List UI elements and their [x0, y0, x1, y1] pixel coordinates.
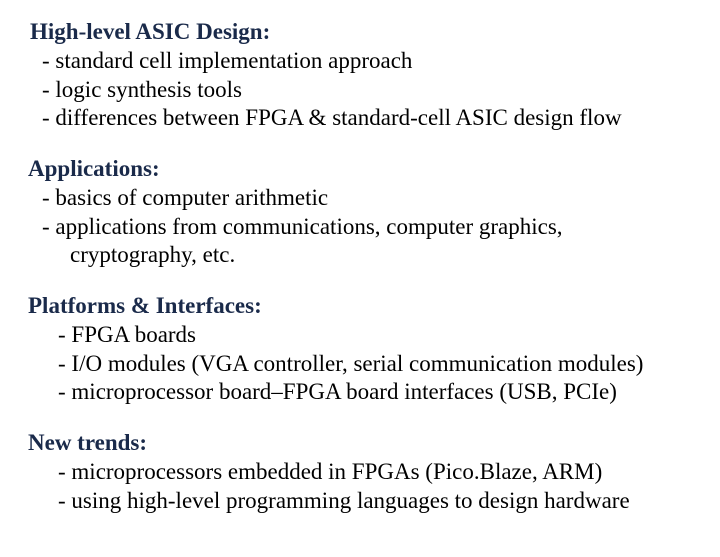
bullet-item-cont: cryptography, etc.	[28, 241, 700, 270]
section-platforms: Platforms & Interfaces: - FPGA boards - …	[24, 292, 700, 407]
section-heading: Platforms & Interfaces:	[28, 292, 700, 321]
section-asic-design: High-level ASIC Design: - standard cell …	[24, 18, 700, 133]
bullet-item: - logic synthesis tools	[28, 76, 700, 105]
bullet-item: - I/O modules (VGA controller, serial co…	[44, 350, 700, 379]
section-heading: New trends:	[28, 429, 700, 458]
bullet-item: - applications from communications, comp…	[28, 213, 700, 242]
bullet-item: - using high-level programming languages…	[44, 487, 700, 516]
bullet-item: - microprocessor board–FPGA board interf…	[44, 378, 700, 407]
bullet-item: - differences between FPGA & standard-ce…	[28, 104, 700, 133]
bullet-item: - microprocessors embedded in FPGAs (Pic…	[44, 458, 700, 487]
section-heading: Applications:	[28, 155, 700, 184]
bullet-item: - FPGA boards	[44, 321, 700, 350]
section-applications: Applications: - basics of computer arith…	[24, 155, 700, 270]
section-heading: High-level ASIC Design:	[30, 18, 700, 47]
slide-content: High-level ASIC Design: - standard cell …	[0, 0, 720, 557]
section-new-trends: New trends: - microprocessors embedded i…	[24, 429, 700, 515]
bullet-item: - basics of computer arithmetic	[28, 184, 700, 213]
bullet-item: - standard cell implementation approach	[28, 47, 700, 76]
